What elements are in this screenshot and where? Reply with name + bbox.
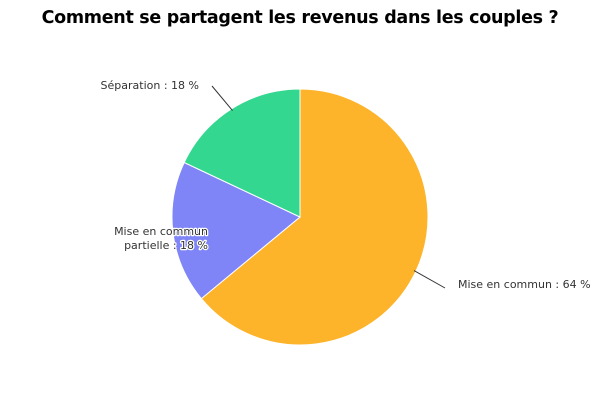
pie-slice — [171, 161, 301, 300]
slice-label: Mise en commun partielle : 18 % — [114, 225, 208, 252]
pie-slices — [171, 88, 429, 346]
chart-title: Comment se partagent les revenus dans le… — [41, 8, 559, 28]
leader-lines — [174, 85, 446, 289]
leader-line — [211, 85, 233, 111]
leader-line — [413, 270, 446, 289]
slice-labels: Mise en commun : 64 % Mise en commun parti… — [99, 78, 592, 293]
slice-label: Séparation : 18 % — [101, 79, 199, 92]
slice-label: Mise en commun : 64 % — [458, 278, 591, 291]
